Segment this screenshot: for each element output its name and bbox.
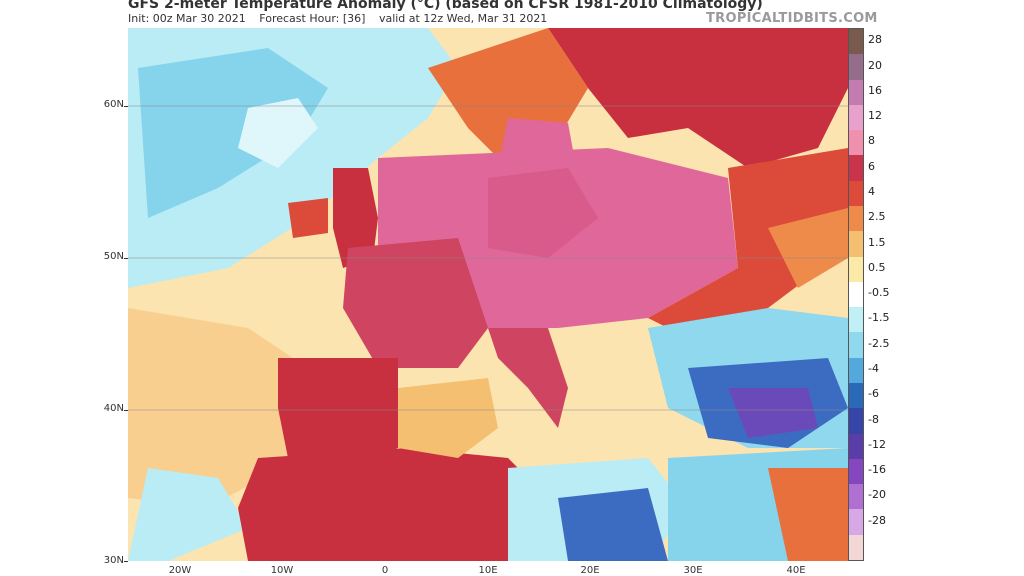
colorbar-segment xyxy=(849,281,863,308)
colorbar-segment xyxy=(849,180,863,207)
land-germany xyxy=(488,168,598,258)
land-britain xyxy=(333,168,378,268)
ocean-cool-south xyxy=(128,468,248,561)
colorbar-segment xyxy=(849,534,863,561)
lat-tick xyxy=(124,561,128,562)
colorbar-level-label: 16 xyxy=(868,83,882,97)
land-ukraine-band xyxy=(768,208,848,288)
colorbar-segment xyxy=(849,357,863,384)
colorbar-segment xyxy=(849,29,863,55)
colorbar-segment xyxy=(849,104,863,131)
colorbar-legend xyxy=(848,28,864,561)
colorbar-level-label: -1.5 xyxy=(868,311,890,325)
region-anatolia-purple xyxy=(728,388,818,438)
colorbar-level-label: -6 xyxy=(868,387,879,401)
lat-tick xyxy=(124,410,128,411)
lon-label-20w: 20W xyxy=(168,565,192,576)
colorbar-segment xyxy=(849,484,863,510)
map-title: GFS 2-meter Temperature Anomaly (°C) (ba… xyxy=(128,0,763,12)
colorbar-segment xyxy=(849,231,863,258)
land-iberia xyxy=(278,358,398,468)
colorbar-level-label: 28 xyxy=(868,33,882,47)
land-scandinavia xyxy=(548,28,848,168)
colorbar-level-label: -2.5 xyxy=(868,336,890,350)
colorbar-level-label: -0.5 xyxy=(868,286,890,300)
init-time: Init: 00z Mar 30 2021 xyxy=(128,12,246,25)
lon-label-30e: 30E xyxy=(683,565,703,576)
colorbar-segment xyxy=(849,307,863,333)
ocean-cool-patch xyxy=(238,98,318,168)
land-france xyxy=(343,238,488,368)
colorbar-segment xyxy=(849,130,863,156)
lon-label-40e: 40E xyxy=(786,565,806,576)
colorbar-level-label: 20 xyxy=(868,58,882,72)
brand-watermark: TROPICALTIDBITS.COM xyxy=(706,11,878,26)
temperature-anomaly-map xyxy=(128,28,848,561)
lat-tick xyxy=(124,106,128,107)
colorbar-level-label: 2.5 xyxy=(868,210,886,224)
land-eastern-europe xyxy=(648,148,848,338)
land-north-africa-west xyxy=(238,448,548,561)
land-ireland xyxy=(288,198,328,238)
colorbar-level-label: -4 xyxy=(868,362,879,375)
colorbar-segment xyxy=(849,383,863,409)
colorbar-level-label: -12 xyxy=(868,437,886,451)
map-subtitle: Init: 00z Mar 30 2021 Forecast Hour: [36… xyxy=(128,12,557,25)
colorbar-segment xyxy=(849,332,863,359)
colorbar-level-label: 4 xyxy=(868,185,875,198)
colorbar-level-label: -20 xyxy=(868,488,886,502)
colorbar-level-label: 6 xyxy=(868,159,875,173)
lon-label-0: 0 xyxy=(381,565,389,576)
sea-western-med xyxy=(398,378,498,458)
colorbar-level-label: -28 xyxy=(868,513,886,527)
region-libya-cold xyxy=(558,488,668,561)
lat-tick xyxy=(124,258,128,259)
ocean-cold-region xyxy=(138,48,328,218)
lat-label-40n: 40N xyxy=(103,403,124,414)
colorbar-level-label: 1.5 xyxy=(868,235,886,249)
colorbar-segment xyxy=(849,256,863,283)
colorbar-segment xyxy=(849,408,863,435)
map-gridlines xyxy=(128,105,848,411)
lat-label-50n: 50N xyxy=(103,251,124,262)
colorbar-segment xyxy=(849,206,863,232)
colorbar-segment xyxy=(849,509,863,536)
forecast-hour: Forecast Hour: [36] xyxy=(259,12,366,25)
colorbar-level-label: 8 xyxy=(868,134,875,148)
land-italy xyxy=(488,328,568,428)
colorbar-segment xyxy=(849,54,863,81)
colorbar-level-label: -16 xyxy=(868,463,886,477)
colorbar-segment xyxy=(849,155,863,182)
colorbar-segment xyxy=(849,79,863,106)
lat-label-30n: 30N xyxy=(103,555,124,566)
lat-label-60n: 60N xyxy=(103,99,124,110)
colorbar-level-label: 0.5 xyxy=(868,260,886,274)
lon-label-10w: 10W xyxy=(270,565,294,576)
colorbar-level-label: 12 xyxy=(868,109,882,123)
map-canvas xyxy=(128,28,848,561)
colorbar-segment xyxy=(849,458,863,485)
region-middle-east-warm xyxy=(768,468,848,561)
lon-label-10e: 10E xyxy=(478,565,498,576)
colorbar-segment xyxy=(849,433,863,460)
lon-label-20e: 20E xyxy=(580,565,600,576)
valid-time: valid at 12z Wed, Mar 31 2021 xyxy=(378,12,548,25)
colorbar-level-label: -8 xyxy=(868,412,879,426)
